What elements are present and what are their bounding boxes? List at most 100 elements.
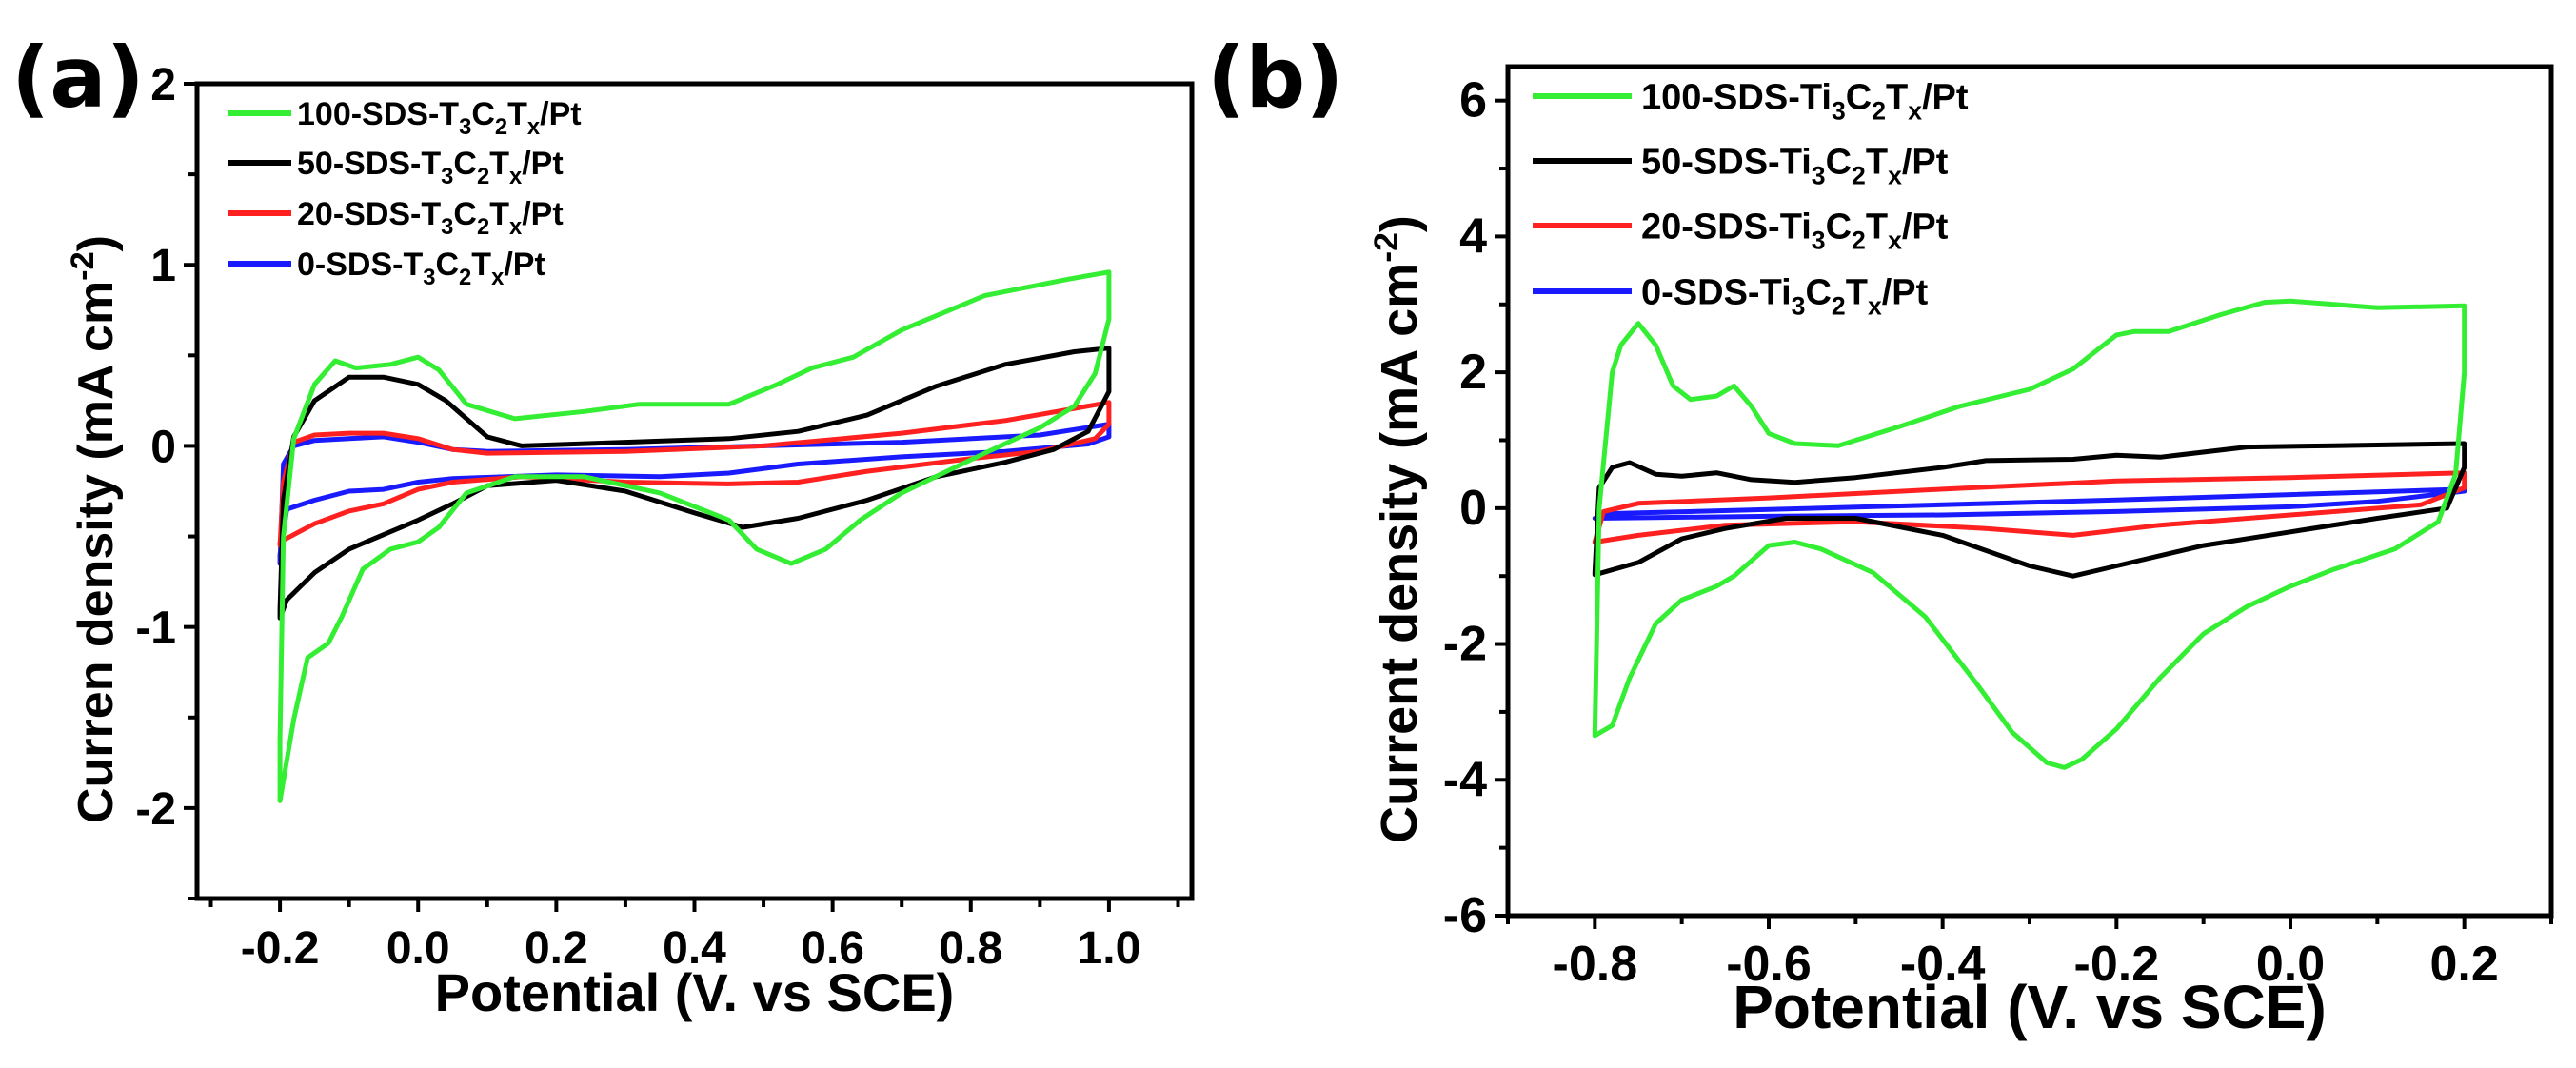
x-tick-label: -0.4 xyxy=(1900,937,1986,992)
legend-text: 0-SDS-T xyxy=(297,247,423,283)
legend-text: 0-SDS-Ti xyxy=(1641,272,1792,312)
legend-label: 100-SDS-Ti3C2Tx/Pt xyxy=(1641,77,1969,125)
x-tick-label: 0.0 xyxy=(2256,937,2325,992)
series-line xyxy=(277,400,1112,548)
x-tick-label: -0.8 xyxy=(1553,937,1638,992)
legend-subscript: 3 xyxy=(459,114,471,140)
panel-label: (a) xyxy=(11,29,145,127)
legend-subscript: x xyxy=(1888,227,1902,255)
legend-text: T xyxy=(1866,207,1888,247)
legend-subscript: 3 xyxy=(1832,97,1846,126)
panel-label: (b) xyxy=(1207,29,1343,127)
panel-b: (b) -0.8 -0.6 -0.4 -0.2 0.0 0.2 -6 -4 -2 0 2 4 6 Poten… xyxy=(1207,29,2554,1041)
legend-text: T xyxy=(471,247,491,283)
legend-subscript: x xyxy=(1868,292,1882,321)
x-tick-label: -0.2 xyxy=(2074,937,2160,992)
legend-subscript: 2 xyxy=(1852,227,1866,255)
series-line xyxy=(277,269,1112,803)
legend-text: C xyxy=(1805,272,1831,312)
legend-label: 50-SDS-T3C2Tx/Pt xyxy=(297,146,564,189)
x-tick-label: 0.8 xyxy=(939,923,1002,974)
legend-subscript: x xyxy=(509,164,523,189)
legend-text: 20-SDS-T xyxy=(297,196,441,232)
legend-subscript: 2 xyxy=(495,114,507,140)
legend-subscript: 2 xyxy=(477,164,489,189)
legend-label: 20-SDS-T3C2Tx/Pt xyxy=(297,196,564,240)
legend-text: 50-SDS-T xyxy=(297,146,441,182)
x-tick-label: 0.2 xyxy=(525,923,588,974)
x-tick-label: 0.4 xyxy=(663,923,726,974)
series-line xyxy=(1592,298,2467,770)
legend: 100-SDS-Ti3C2Tx/Pt50-SDS-Ti3C2Tx/Pt20-SD… xyxy=(1533,77,1969,321)
legend-text: /Pt xyxy=(522,146,563,182)
y-axis-label-end: ) xyxy=(69,235,124,251)
x-axis-label: Potential (V. vs SCE) xyxy=(1733,973,2327,1041)
series-line xyxy=(1592,441,2467,579)
x-tick-label: 0.0 xyxy=(386,923,450,974)
legend-subscript: 3 xyxy=(441,214,453,240)
x-tick-label: 0.2 xyxy=(2430,937,2499,992)
legend-text: 100-SDS-Ti xyxy=(1641,77,1832,117)
legend-subscript: 2 xyxy=(1852,162,1866,190)
y-axis-label-end: ) xyxy=(1371,215,1428,232)
y-axis-label-main: Curren density (mA cm xyxy=(69,281,124,823)
legend-text: 20-SDS-Ti xyxy=(1641,207,1812,247)
panel-a: (a) -0.2 0.0 0.2 0.4 0.6 0.8 1.0 -2 -1 0 1 2 Potentia… xyxy=(11,29,1195,1022)
legend-text: T xyxy=(507,96,527,132)
legend-text: C xyxy=(435,247,459,283)
legend-text: C xyxy=(1826,142,1852,182)
x-tick-label: -0.6 xyxy=(1726,937,1812,992)
x-tick-label: 0.6 xyxy=(801,923,864,974)
legend-text: T xyxy=(489,196,509,232)
legend-subscript: 3 xyxy=(1792,292,1806,321)
legend-text: /Pt xyxy=(1902,207,1949,247)
y-axis-label-superscript: -2 xyxy=(1367,232,1405,263)
y-axis-label-superscript: -2 xyxy=(65,251,101,281)
y-tick-label: 4 xyxy=(1459,208,1487,264)
y-tick-label: 0 xyxy=(1459,481,1487,536)
legend-subscript: 2 xyxy=(1872,97,1886,126)
y-tick-label: 2 xyxy=(150,60,176,110)
y-tick-label: 1 xyxy=(150,241,176,291)
legend-subscript: 3 xyxy=(1812,227,1826,255)
legend-text: /Pt xyxy=(504,247,545,283)
series-line xyxy=(1592,470,2467,544)
y-axis-label: Curren density (mA cm-2) xyxy=(65,235,124,823)
x-tick-label: -0.2 xyxy=(241,923,320,974)
legend-text: /Pt xyxy=(522,196,563,232)
y-tick-label: -2 xyxy=(1443,617,1487,672)
legend-subscript: x xyxy=(527,114,541,140)
legend-text: /Pt xyxy=(540,96,581,132)
legend-subscript: 2 xyxy=(477,214,489,240)
legend-subscript: 3 xyxy=(441,164,453,189)
legend-label: 50-SDS-Ti3C2Tx/Pt xyxy=(1641,142,1949,189)
legend-text: T xyxy=(1886,77,1908,117)
legend: 100-SDS-T3C2Tx/Pt50-SDS-T3C2Tx/Pt20-SDS-… xyxy=(228,96,582,290)
legend-text: 50-SDS-Ti xyxy=(1641,142,1812,182)
y-tick-label: -2 xyxy=(135,784,176,835)
legend-subscript: x xyxy=(1908,97,1922,126)
y-tick-label: -6 xyxy=(1443,888,1487,943)
y-tick-label: 2 xyxy=(1459,345,1487,400)
x-axis-label: Potential (V. vs SCE) xyxy=(435,962,955,1022)
legend-subscript: x xyxy=(1888,162,1902,190)
legend-text: C xyxy=(453,196,477,232)
y-tick-label: 6 xyxy=(1459,73,1487,129)
legend-text: T xyxy=(1846,272,1868,312)
legend-subscript: 3 xyxy=(1812,162,1826,190)
legend-text: C xyxy=(471,96,495,132)
legend-text: 100-SDS-T xyxy=(297,96,459,132)
x-tick-label: 1.0 xyxy=(1078,923,1141,974)
y-axis-label: Current density (mA cm-2) xyxy=(1367,215,1428,843)
legend-text: C xyxy=(1826,207,1852,247)
legend-text: /Pt xyxy=(1902,142,1949,182)
legend-label: 0-SDS-Ti3C2Tx/Pt xyxy=(1641,272,1929,320)
series-line xyxy=(277,422,1112,566)
legend-subscript: 3 xyxy=(423,265,435,290)
legend-subscript: x xyxy=(491,265,505,290)
legend-subscript: 2 xyxy=(1832,292,1846,321)
legend-text: /Pt xyxy=(1922,77,1969,117)
y-axis-label-main: Current density (mA cm xyxy=(1371,263,1428,843)
y-tick-label: -4 xyxy=(1443,752,1487,807)
